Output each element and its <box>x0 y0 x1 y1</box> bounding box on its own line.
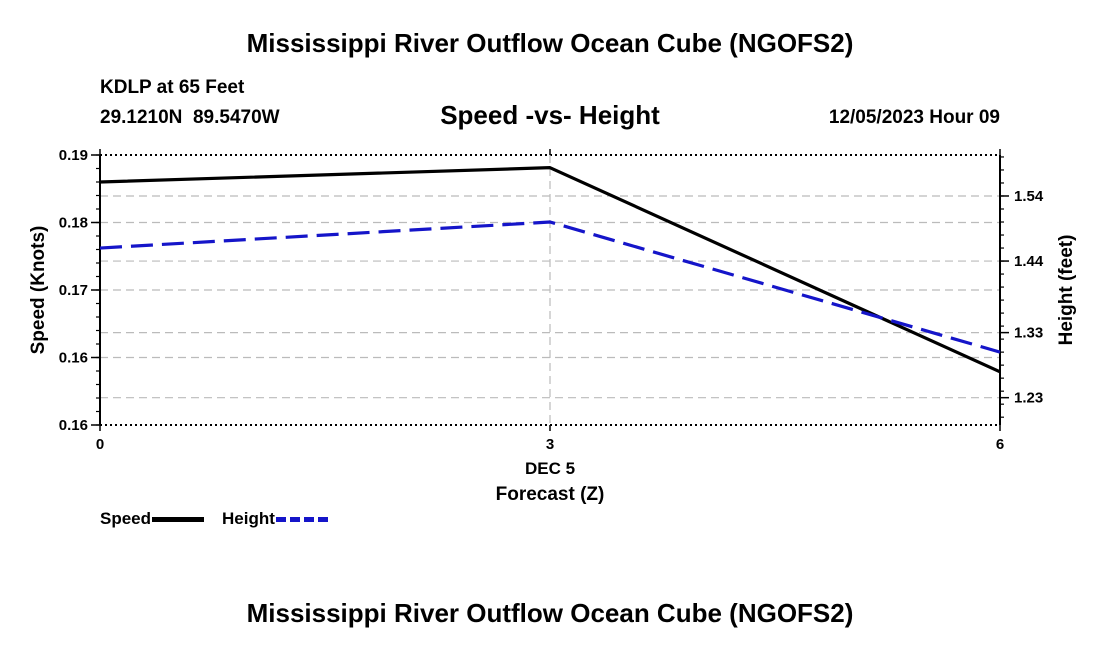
chart-title: Mississippi River Outflow Ocean Cube (NG… <box>246 28 854 58</box>
x-tick-label: 6 <box>996 436 1004 453</box>
series-layer <box>99 166 1001 374</box>
y-tick-label: 0.17 <box>59 282 88 299</box>
y2-tick-label: 1.44 <box>1014 253 1044 270</box>
legend-label-height: Height <box>222 509 275 528</box>
x-tick-label: 3 <box>546 436 554 453</box>
legend-item-speed: Speed <box>100 509 205 529</box>
y-tick-label: 0.18 <box>59 215 88 232</box>
station-coordinates: 29.1210N 89.5470W <box>100 107 280 128</box>
x-axis-label: Forecast (Z) <box>496 484 605 505</box>
y-tick-label: 0.16 <box>59 350 88 367</box>
x-date-label: DEC 5 <box>525 459 575 478</box>
y-tick-label: 0.16 <box>59 417 88 434</box>
y2-tick-label: 1.33 <box>1014 325 1043 342</box>
y2-tick-label: 1.54 <box>1014 188 1044 205</box>
forecast-datetime: 12/05/2023 Hour 09 <box>828 107 1000 128</box>
chart-legend: Speed Height <box>100 509 346 529</box>
y2-tick-label: 1.23 <box>1014 390 1043 407</box>
legend-item-height: Height <box>222 509 328 529</box>
grid-layer <box>100 154 1000 426</box>
footer-title: Mississippi River Outflow Ocean Cube (NG… <box>246 598 854 628</box>
legend-swatch-speed <box>152 516 205 522</box>
y2-axis-label: Height (feet) <box>1056 235 1077 346</box>
y-tick-label: 0.19 <box>59 147 88 164</box>
y-axis-label: Speed (Knots) <box>28 226 49 355</box>
labels-layer: DEC 5 Forecast (Z) Speed (Knots) Height … <box>28 226 1077 505</box>
x-tick-label: 0 <box>96 436 104 453</box>
station-label: KDLP at 65 Feet <box>100 77 245 98</box>
legend-swatch-height <box>275 516 328 522</box>
legend-label-speed: Speed <box>100 509 152 528</box>
ticks-layer: 0.16 0.16 0.17 0.18 0.19 1.23 1.33 1.44 1.54 0 3 6 <box>59 147 1044 453</box>
